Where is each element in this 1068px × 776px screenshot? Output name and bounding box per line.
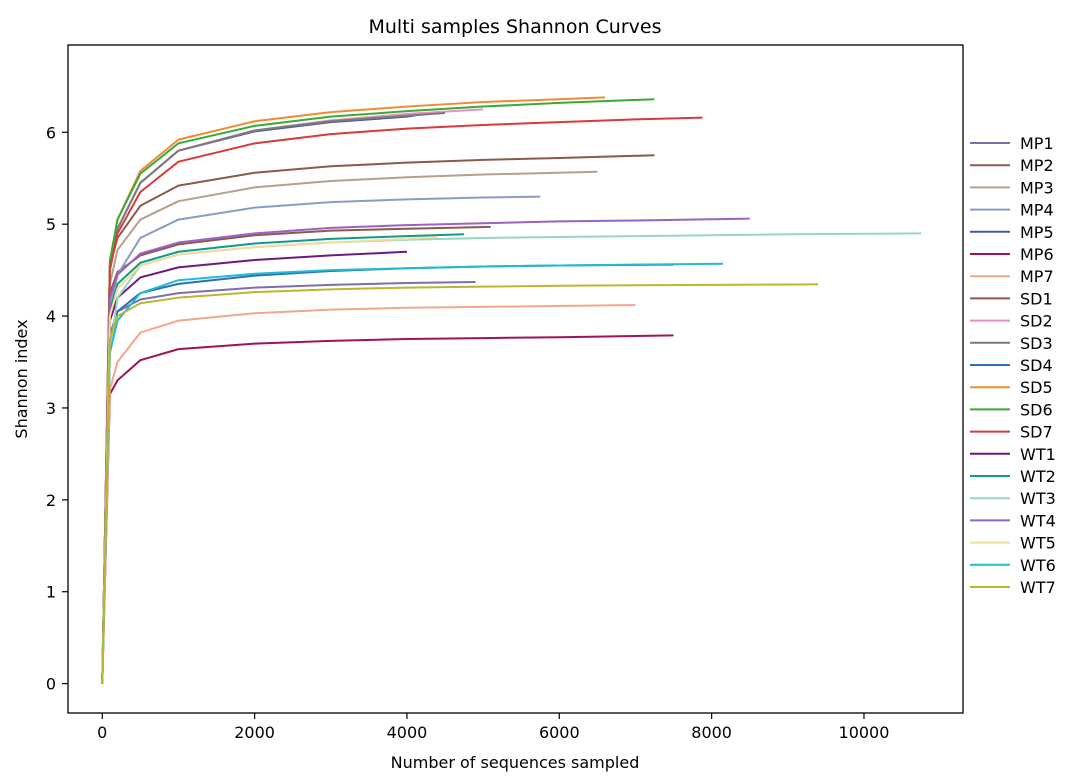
y-tick-label: 2 <box>46 491 56 510</box>
legend-item-wt5: WT5 <box>970 534 1056 553</box>
legend-item-mp3: MP3 <box>970 178 1054 197</box>
legend-label: SD5 <box>1020 378 1053 397</box>
series-line-wt1 <box>101 250 408 684</box>
series-line-mp3 <box>101 170 598 684</box>
legend-item-sd6: SD6 <box>970 400 1053 419</box>
legend-item-sd2: SD2 <box>970 312 1053 331</box>
legend-label: MP4 <box>1020 201 1054 220</box>
legend-item-sd5: SD5 <box>970 378 1053 397</box>
series-line-sd1 <box>101 154 655 684</box>
y-tick-label: 4 <box>46 307 56 326</box>
legend-label: WT3 <box>1020 489 1056 508</box>
series-line-mp4 <box>101 195 541 684</box>
x-tick-label: 8000 <box>691 723 732 742</box>
x-tick-label: 4000 <box>387 723 428 742</box>
legend-label: SD2 <box>1020 312 1053 331</box>
legend-label: SD3 <box>1020 334 1053 353</box>
legend-label: MP2 <box>1020 156 1054 175</box>
y-tick-label: 6 <box>46 123 56 142</box>
series-line-wt4 <box>101 217 750 684</box>
legend-item-mp1: MP1 <box>970 134 1054 153</box>
legend-label: SD4 <box>1020 356 1053 375</box>
legend-item-wt1: WT1 <box>970 445 1056 464</box>
legend-item-wt4: WT4 <box>970 511 1056 530</box>
legend-item-wt7: WT7 <box>970 578 1056 597</box>
legend-item-sd4: SD4 <box>970 356 1053 375</box>
legend-label: MP7 <box>1020 267 1054 286</box>
series-line-wt3 <box>101 232 922 684</box>
legend-label: MP3 <box>1020 178 1054 197</box>
series-line-mp1 <box>101 281 476 684</box>
series-line-wt2 <box>101 233 465 684</box>
series-line-sd4 <box>101 263 674 684</box>
y-tick-label: 1 <box>46 583 56 602</box>
plot-frame <box>67 44 964 714</box>
series-line-sd7 <box>101 116 703 684</box>
legend-item-wt3: WT3 <box>970 489 1056 508</box>
series-line-mp7 <box>101 304 636 684</box>
plot-lines <box>101 96 922 684</box>
legend-label: WT7 <box>1020 578 1056 597</box>
x-axis: 0 2000 4000 6000 8000 10000 <box>97 713 889 742</box>
x-tick-label: 0 <box>97 723 107 742</box>
y-tick-label: 3 <box>46 399 56 418</box>
legend-item-wt2: WT2 <box>970 467 1056 486</box>
legend-label: WT2 <box>1020 467 1056 486</box>
series-line-wt6 <box>101 262 724 684</box>
legend-item-sd7: SD7 <box>970 423 1053 442</box>
legend-label: WT6 <box>1020 556 1056 575</box>
chart-title: Multi samples Shannon Curves <box>369 16 662 38</box>
x-axis-label: Number of sequences sampled <box>391 753 640 772</box>
legend-label: SD6 <box>1020 400 1053 419</box>
y-tick-label: 5 <box>46 215 56 234</box>
legend-item-sd1: SD1 <box>970 289 1053 308</box>
legend-item-mp4: MP4 <box>970 201 1054 220</box>
legend-label: SD1 <box>1020 289 1053 308</box>
legend-item-mp7: MP7 <box>970 267 1054 286</box>
legend-label: WT4 <box>1020 511 1056 530</box>
legend-item-wt6: WT6 <box>970 556 1056 575</box>
y-axis: 0 1 2 3 4 5 6 <box>46 123 68 694</box>
y-tick-label: 0 <box>46 675 56 694</box>
legend-item-mp2: MP2 <box>970 156 1054 175</box>
series-line-mp6 <box>101 334 674 684</box>
legend-label: WT5 <box>1020 534 1056 553</box>
legend-label: MP1 <box>1020 134 1054 153</box>
y-axis-label: Shannon index <box>12 319 31 438</box>
legend-label: WT1 <box>1020 445 1056 464</box>
x-tick-label: 6000 <box>539 723 580 742</box>
legend-item-mp6: MP6 <box>970 245 1054 264</box>
legend: MP1 MP2 MP3 MP4 MP5 MP6 MP7 SD1 SD2 SD3 SD4 SD5 SD6 S… <box>970 134 1056 597</box>
series-line-sd6 <box>101 98 655 684</box>
legend-label: SD7 <box>1020 423 1053 442</box>
legend-label: MP5 <box>1020 223 1054 242</box>
x-tick-label: 10000 <box>839 723 890 742</box>
legend-label: MP6 <box>1020 245 1054 264</box>
legend-item-sd3: SD3 <box>970 334 1053 353</box>
series-line-mp2 <box>101 225 491 684</box>
legend-item-mp5: MP5 <box>970 223 1054 242</box>
x-tick-label: 2000 <box>234 723 275 742</box>
series-line-wt7 <box>101 283 819 684</box>
series-line-wt5 <box>101 236 438 684</box>
